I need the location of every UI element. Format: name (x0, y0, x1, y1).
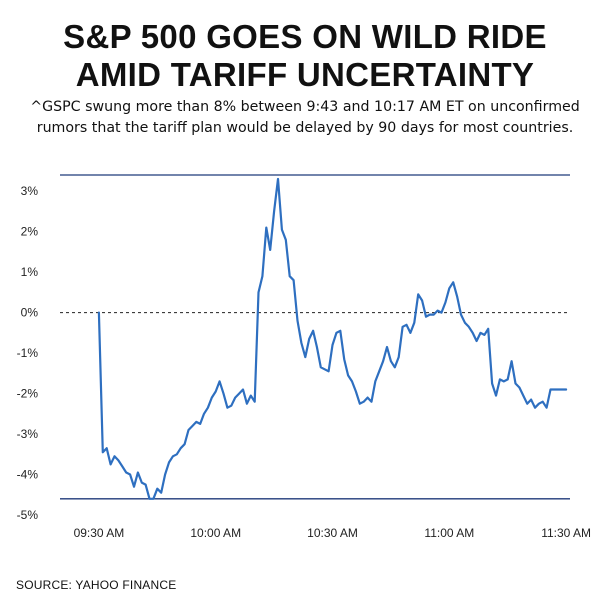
subtitle-line-1: ^GSPC swung more than 8% between 9:43 an… (30, 99, 580, 115)
y-tick-label: -2% (17, 387, 39, 401)
chart-subtitle: ^GSPC swung more than 8% between 9:43 an… (6, 97, 604, 139)
x-tick-label: 10:30 AM (307, 526, 358, 540)
chart-title: S&P 500 GOES ON WILD RIDE AMID TARIFF UN… (0, 18, 610, 94)
y-tick-label: -1% (17, 346, 39, 360)
x-tick-label: 11:30 AM (541, 526, 591, 540)
y-tick-label: -4% (17, 468, 39, 482)
y-tick-label: 1% (21, 265, 39, 279)
title-line-1: S&P 500 GOES ON WILD RIDE (63, 18, 547, 55)
subtitle-line-2: rumors that the tariff plan would be del… (36, 120, 574, 136)
title-line-2: AMID TARIFF UNCERTAINTY (75, 56, 535, 93)
y-tick-label: 3% (21, 184, 39, 198)
y-tick-label: -5% (17, 508, 39, 522)
y-tick-label: -3% (17, 427, 39, 441)
y-tick-label: 0% (21, 306, 39, 320)
x-tick-label: 10:00 AM (190, 526, 241, 540)
x-tick-label: 09:30 AM (74, 526, 125, 540)
y-tick-label: 2% (21, 225, 39, 239)
x-tick-label: 11:00 AM (424, 526, 474, 540)
source-note: SOURCE: YAHOO FINANCE (16, 578, 177, 592)
sp500-series-line (97, 177, 568, 500)
